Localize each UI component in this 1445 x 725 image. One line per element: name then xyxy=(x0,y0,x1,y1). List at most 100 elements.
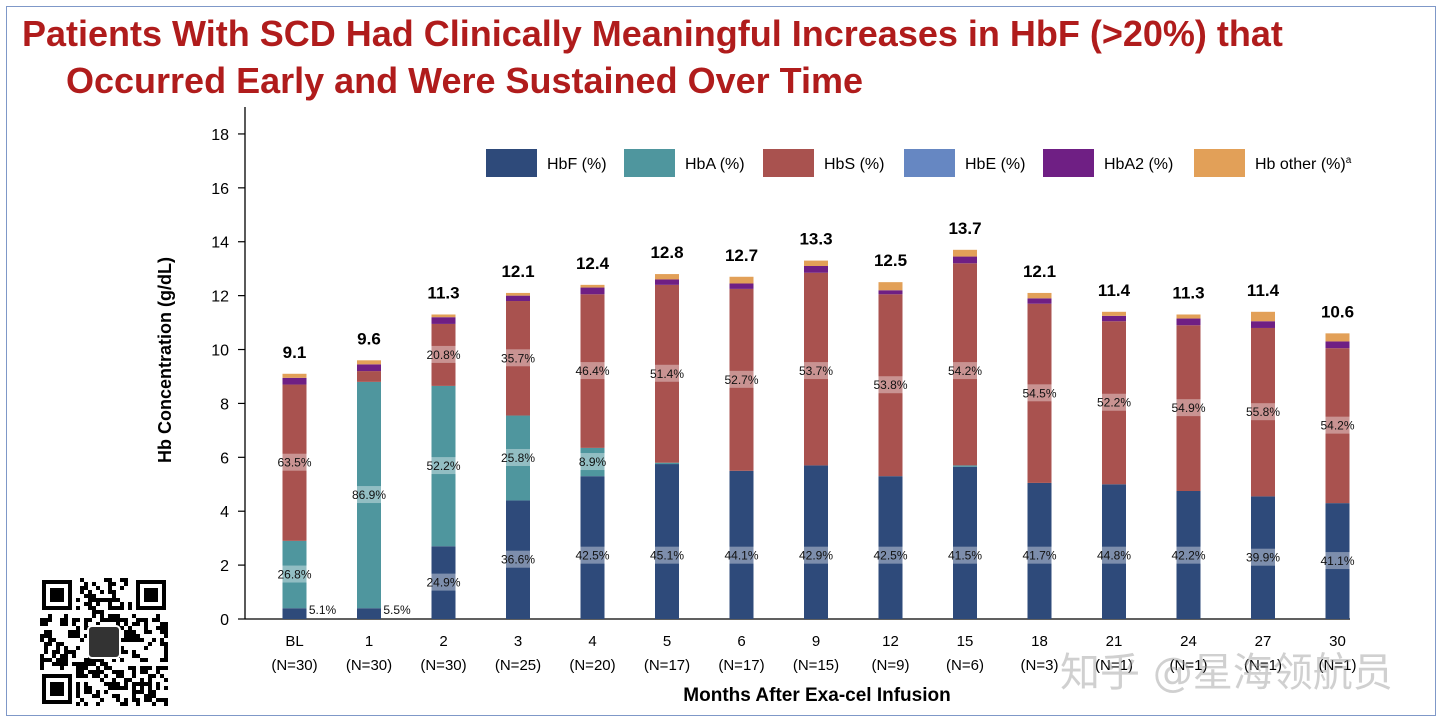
bar-segment-hba2 xyxy=(878,290,903,295)
legend-swatch-hb-other xyxy=(1194,149,1245,177)
y-tick-label: 2 xyxy=(220,558,229,575)
bar-segment-hba2 xyxy=(431,317,456,324)
percent-label: 42.9% xyxy=(799,549,833,563)
bar-total-label: 13.7 xyxy=(948,219,981,238)
bar-segment-hbs xyxy=(1102,321,1126,485)
x-tick-label: 2 xyxy=(439,633,447,650)
bar-segment-hba2 xyxy=(1251,321,1275,328)
percent-label: 51.4% xyxy=(650,367,684,381)
bar-total-label: 12.1 xyxy=(1023,262,1056,281)
percent-label: 20.8% xyxy=(426,348,460,362)
slide-title-line-2: Occurred Early and Were Sustained Over T… xyxy=(66,60,863,101)
percent-label: 86.9% xyxy=(352,488,386,502)
percent-label-bg xyxy=(1318,552,1357,570)
bar-segment-hba2 xyxy=(804,265,828,273)
percent-label-bg xyxy=(1244,548,1282,566)
watermark-text: 知乎 @星海领航员 xyxy=(1060,650,1393,696)
bar-segment-hbs xyxy=(282,384,307,541)
x-tick-label: 30 xyxy=(1329,633,1346,650)
percent-label-bg xyxy=(499,349,537,367)
percent-label: 41.1% xyxy=(1320,554,1354,568)
x-tick-n-label: (N=30) xyxy=(420,657,466,674)
y-axis-label: Hb Concentration (g/dL) xyxy=(155,257,175,463)
bar-segment-hba xyxy=(506,415,530,501)
percent-label-bg xyxy=(1020,384,1059,402)
percent-label-bg xyxy=(648,364,686,382)
percent-label-bg xyxy=(946,362,984,380)
x-tick-label: 12 xyxy=(882,633,899,650)
percent-label-bg xyxy=(946,546,984,564)
x-tick-label: 24 xyxy=(1180,633,1197,650)
bars-group xyxy=(282,249,1350,619)
bar-segment-hbs xyxy=(655,284,679,463)
bar-segment-hbs xyxy=(729,288,754,471)
percent-label-bg xyxy=(722,546,761,564)
percent-label-bg xyxy=(1244,403,1282,421)
percent-label: 41.7% xyxy=(1022,549,1056,563)
percent-label-bg xyxy=(722,370,761,388)
x-tick-label: 4 xyxy=(588,633,596,650)
bar-segment-hbs xyxy=(953,263,977,466)
bar-segment-hbs xyxy=(1325,348,1350,504)
percent-label-bg xyxy=(424,457,463,475)
percent-label-bg xyxy=(306,601,339,619)
bar-segment-hbs xyxy=(878,294,903,477)
bar-segment-hbf xyxy=(1251,496,1275,619)
x-tick-label: BL xyxy=(285,633,303,650)
bar-segment-hba2 xyxy=(282,377,307,385)
x-tick-label: 5 xyxy=(663,633,671,650)
bar-segment-hba xyxy=(282,540,307,609)
bar-segment-hbs xyxy=(357,371,381,382)
bar-total-label: 13.3 xyxy=(799,230,832,249)
bar-segment-hba2 xyxy=(1176,318,1201,326)
y-tick-label: 4 xyxy=(220,504,229,521)
percent-label: 52.2% xyxy=(426,459,460,473)
legend-swatch-hbf xyxy=(486,149,537,177)
percent-label: 26.8% xyxy=(277,568,311,582)
bar-segment-hb-other xyxy=(1102,311,1126,316)
bar-segment-hbf xyxy=(953,466,977,619)
x-tick-n-label: (N=1) xyxy=(1170,657,1208,674)
bar-total-label: 11.4 xyxy=(1247,281,1280,300)
percent-label: 54.2% xyxy=(1320,419,1354,433)
y-axis: 0 2 4 6 8 10 12 14 16 18 xyxy=(211,107,1350,629)
y-tick-label: 6 xyxy=(220,450,229,467)
percent-label-bg xyxy=(573,362,612,380)
percent-label-bg xyxy=(648,546,686,564)
bar-segment-hba2 xyxy=(1325,341,1350,349)
percent-label: 55.8% xyxy=(1246,405,1280,419)
legend: HbF (%) HbA (%) HbS (%) HbE (%) HbA2 (%) Hb o… xyxy=(486,149,1352,177)
x-tick-n-label: (N=3) xyxy=(1021,657,1059,674)
percent-label: 63.5% xyxy=(277,456,311,470)
bar-segment-hb-other xyxy=(431,314,456,318)
bar-segment-hbs xyxy=(804,272,828,466)
slide-title-line-1: Patients With SCD Had Clinically Meaning… xyxy=(22,13,1283,54)
qr-code-image xyxy=(40,578,168,706)
legend-swatch-hbe xyxy=(904,149,955,177)
bar-segment-hb-other xyxy=(580,284,605,288)
legend-label: Hb other (%)a xyxy=(1255,155,1352,173)
bar-segment-hb-other xyxy=(804,260,828,266)
legend-swatch-hbs xyxy=(763,149,814,177)
labels-group: 9.1 BL (N=30) 9.6 1 (N=30) 11.3 2 (N=30) 12.1 3 (N=… xyxy=(271,219,1357,674)
percent-label: 5.5% xyxy=(383,603,411,617)
bar-segment-hbs xyxy=(506,301,530,416)
bar-segment-hbf xyxy=(655,464,679,619)
bar-total-label: 12.8 xyxy=(650,243,683,262)
legend-swatch-hba xyxy=(624,149,675,177)
bar-segment-hbf xyxy=(1176,491,1201,619)
bar-segment-hbs xyxy=(1176,325,1201,491)
bar-segment-hba2 xyxy=(506,295,530,302)
y-tick-label: 8 xyxy=(220,396,229,413)
x-tick-n-label: (N=1) xyxy=(1319,657,1357,674)
bar-total-label: 12.4 xyxy=(576,254,610,273)
x-tick-label: 9 xyxy=(812,633,820,650)
bar-segment-hbs xyxy=(1027,303,1052,483)
bar-segment-hbf xyxy=(431,546,456,619)
x-tick-label: 27 xyxy=(1255,633,1272,650)
bar-segment-hbf xyxy=(580,476,605,619)
bar-segment-hbs xyxy=(1251,327,1275,497)
bar-total-label: 10.6 xyxy=(1321,302,1354,321)
bar-segment-hb-other xyxy=(1251,311,1275,322)
bar-segment-hbf xyxy=(1102,484,1126,619)
